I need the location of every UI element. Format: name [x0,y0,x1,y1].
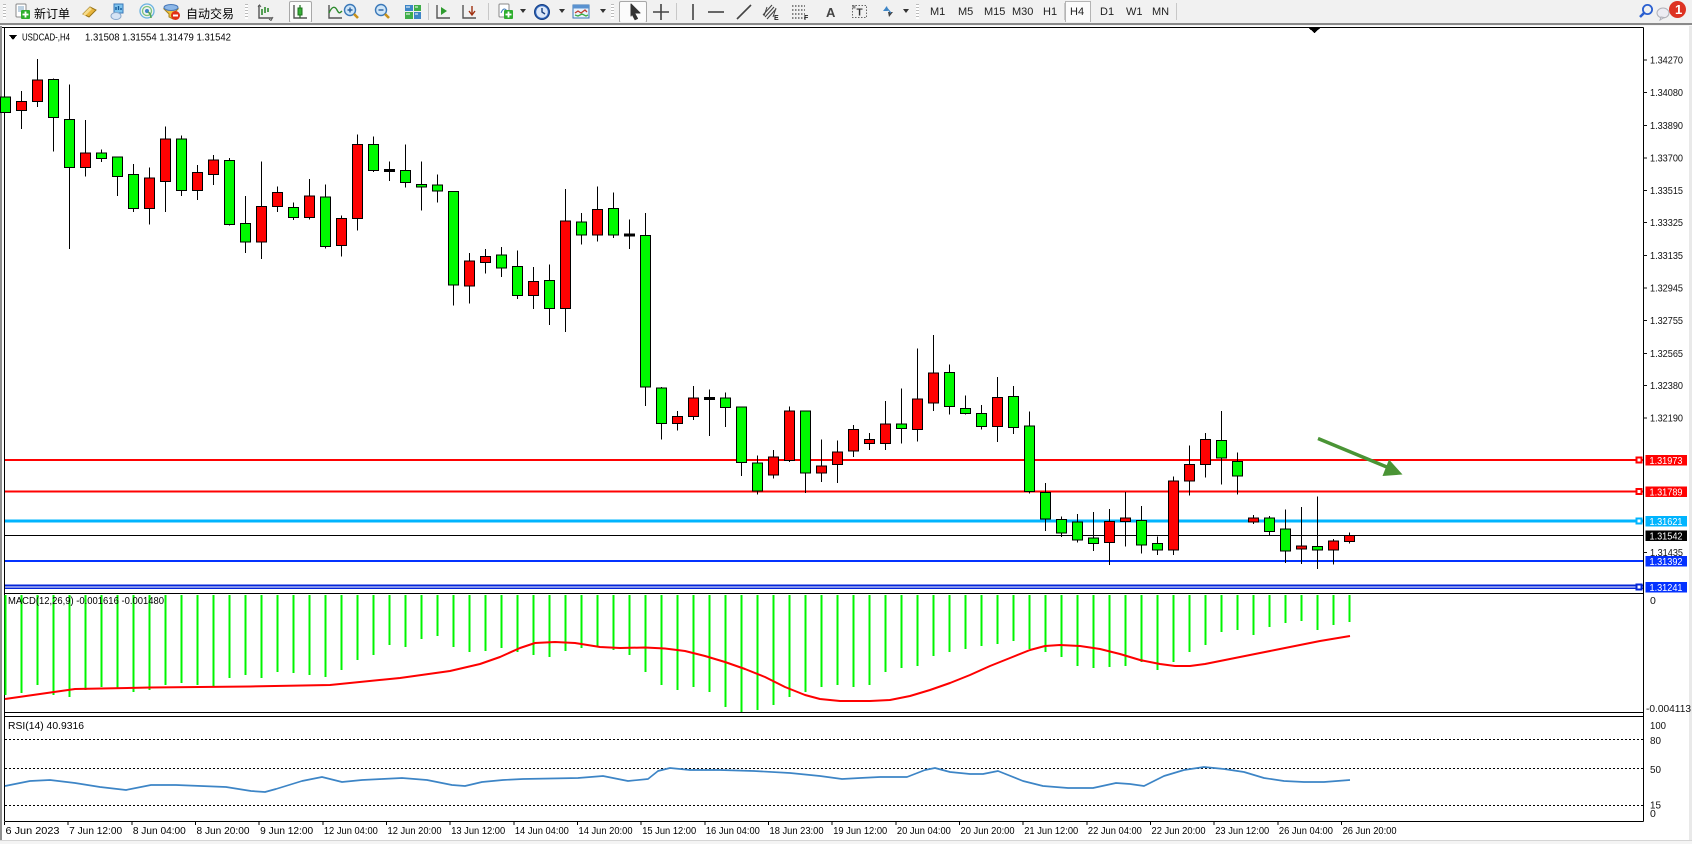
svg-text:1.32565: 1.32565 [1650,348,1683,360]
svg-text:1.31542: 1.31542 [1650,530,1683,542]
svg-text:1.31621: 1.31621 [1650,516,1683,528]
svg-text:1.33515: 1.33515 [1650,185,1683,197]
svg-text:1.34270: 1.34270 [1650,55,1683,67]
svg-text:18 Jun 23:00: 18 Jun 23:00 [770,825,824,837]
svg-text:1.31789: 1.31789 [1650,486,1683,498]
svg-text:1.32755: 1.32755 [1650,315,1683,327]
svg-text:T: T [857,8,863,19]
svg-text:0: 0 [1650,808,1656,820]
svg-text:26 Jun 20:00: 26 Jun 20:00 [1343,825,1397,837]
svg-text:100: 100 [1650,720,1666,732]
svg-text:14 Jun 04:00: 14 Jun 04:00 [515,825,569,837]
svg-text:1.32380: 1.32380 [1650,380,1683,392]
svg-text:21 Jun 12:00: 21 Jun 12:00 [1024,825,1078,837]
svg-text:7 Jun 12:00: 7 Jun 12:00 [69,825,122,837]
svg-text:6 Jun 2023: 6 Jun 2023 [6,825,60,837]
svg-text:14 Jun 20:00: 14 Jun 20:00 [579,825,633,837]
svg-text:12 Jun 04:00: 12 Jun 04:00 [324,825,378,837]
svg-text:1.34080: 1.34080 [1650,87,1683,99]
svg-text:12 Jun 20:00: 12 Jun 20:00 [388,825,442,837]
svg-text:1.33890: 1.33890 [1650,120,1683,132]
svg-text:13 Jun 12:00: 13 Jun 12:00 [451,825,505,837]
svg-text:1.31973: 1.31973 [1650,455,1683,467]
svg-text:8 Jun 04:00: 8 Jun 04:00 [133,825,186,837]
svg-text:15 Jun 12:00: 15 Jun 12:00 [642,825,696,837]
svg-text:1.33325: 1.33325 [1650,217,1683,229]
svg-text:-0.004113: -0.004113 [1646,703,1691,715]
svg-text:USDCAD-,H4: USDCAD-,H4 [22,32,70,44]
svg-text:1.33135: 1.33135 [1650,250,1683,262]
svg-text:20 Jun 04:00: 20 Jun 04:00 [897,825,951,837]
svg-text:1.31392: 1.31392 [1650,556,1683,568]
svg-text:16 Jun 04:00: 16 Jun 04:00 [706,825,760,837]
svg-text:50: 50 [1650,764,1661,776]
svg-text:F: F [804,15,809,21]
svg-text:1.33700: 1.33700 [1650,153,1683,165]
svg-text:19 Jun 12:00: 19 Jun 12:00 [833,825,887,837]
svg-text:20 Jun 20:00: 20 Jun 20:00 [961,825,1015,837]
svg-text:22 Jun 04:00: 22 Jun 04:00 [1088,825,1142,837]
svg-text:9 Jun 12:00: 9 Jun 12:00 [260,825,313,837]
svg-text:MACD(12,26,9) -0.001616 -0.001: MACD(12,26,9) -0.001616 -0.001480 [8,595,164,607]
svg-text:80: 80 [1650,735,1661,747]
svg-text:1.31435: 1.31435 [1650,547,1683,559]
svg-text:26 Jun 04:00: 26 Jun 04:00 [1279,825,1333,837]
svg-text:22 Jun 20:00: 22 Jun 20:00 [1152,825,1206,837]
svg-text:E: E [774,15,779,21]
svg-text:15: 15 [1650,800,1661,812]
svg-text:1.31241: 1.31241 [1650,582,1683,594]
svg-text:1.32945: 1.32945 [1650,283,1683,295]
svg-text:1.31508 1.31554 1.31479 1.3154: 1.31508 1.31554 1.31479 1.31542 [85,32,231,44]
svg-text:23 Jun 12:00: 23 Jun 12:00 [1215,825,1269,837]
svg-text:8 Jun 20:00: 8 Jun 20:00 [197,825,250,837]
svg-text:1.32190: 1.32190 [1650,413,1683,425]
svg-text:RSI(14) 40.9316: RSI(14) 40.9316 [8,720,84,732]
svg-text:0: 0 [1650,595,1656,607]
